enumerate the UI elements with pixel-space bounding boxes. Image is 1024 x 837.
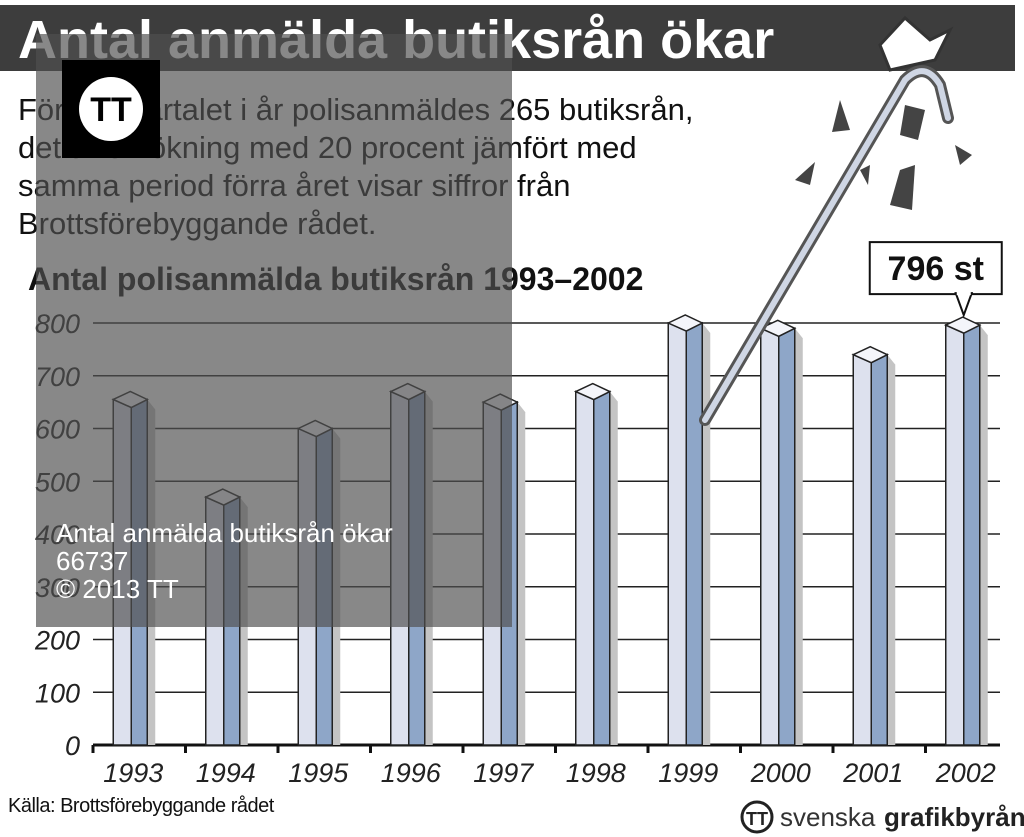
bar-top [943, 316, 982, 334]
value-label: 796 st [888, 250, 984, 288]
x-tick-label: 2000 [750, 758, 811, 788]
y-tick-label: 200 [34, 626, 80, 656]
bar-shadow [517, 402, 526, 745]
bar-side [963, 323, 981, 746]
annotation: 796 st [868, 241, 1003, 319]
bar-front [852, 353, 872, 746]
bar-front [667, 321, 687, 746]
bar-shadow [609, 391, 618, 745]
overlay-line: 66737 [56, 546, 128, 576]
brand: TT svenska grafikbyrån [740, 800, 1024, 834]
bar-top [851, 345, 889, 364]
x-tick-label: 1999 [658, 758, 718, 788]
x-tick-label: 1996 [381, 758, 442, 788]
bar-shadow [702, 323, 711, 745]
brand-logo [740, 800, 774, 834]
brand-name: grafikbyrån [884, 802, 1024, 832]
x-tick-label: 1998 [566, 758, 626, 788]
value-label-joint [956, 291, 971, 296]
bar-side [870, 353, 888, 746]
x-tick-label: 1995 [288, 758, 349, 788]
y-tick-label: 0 [65, 731, 80, 761]
x-tick-label: 2001 [842, 758, 903, 788]
bar-front [760, 327, 780, 746]
overlay-logo: TT [90, 91, 132, 129]
bar-top [758, 319, 797, 338]
value-label-pointer [954, 292, 974, 319]
x-tick-label: 1993 [103, 758, 163, 788]
crowbar [699, 15, 972, 426]
value-label-box [868, 241, 1003, 296]
brand-name: svenska [780, 802, 876, 832]
overlay-logo-circle [79, 77, 143, 141]
bar-front [945, 323, 965, 746]
bar-front [575, 390, 595, 746]
bar-top [666, 314, 704, 332]
source: Källa: Brottsförebyggande rådet [8, 795, 275, 817]
bar-top [573, 382, 612, 401]
brand-logo-mark: TT [746, 809, 768, 829]
bar-side [685, 321, 703, 746]
x-tick-label: 2002 [935, 758, 996, 788]
overlay-line: © 2013 TT [56, 574, 179, 604]
overlay-line: Antal anmälda butiksrån ökar [56, 518, 393, 548]
x-tick-label: 1994 [196, 758, 256, 788]
bar-shadow [979, 325, 988, 745]
bar-side [778, 327, 796, 746]
x-tick-label: 1997 [473, 758, 534, 788]
bar-shadow [794, 328, 803, 745]
bar-shadow [887, 354, 896, 745]
bar-side [593, 390, 611, 746]
y-tick-label: 100 [35, 678, 80, 708]
